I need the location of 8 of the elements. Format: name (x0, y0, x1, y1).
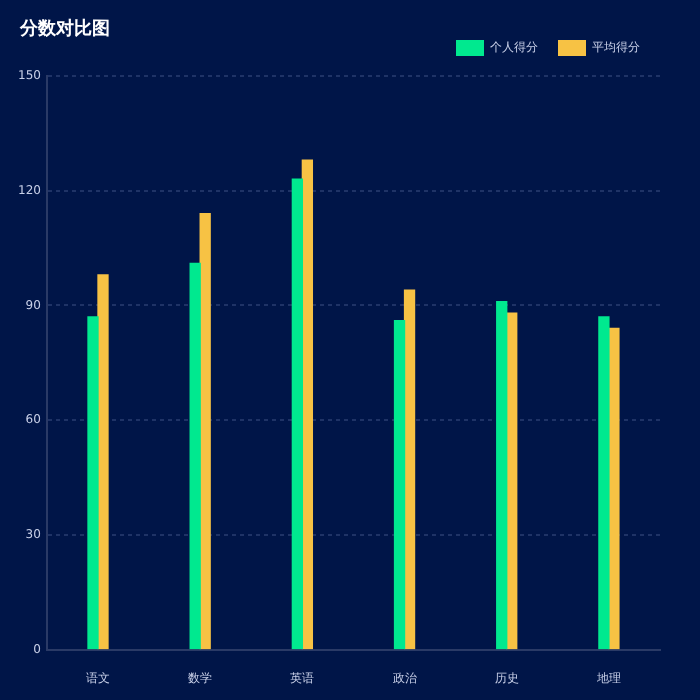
bar (291, 178, 304, 650)
bar (189, 262, 201, 650)
bar (97, 274, 109, 650)
bar (393, 320, 406, 650)
chart-title: 分数对比图 (20, 16, 110, 42)
bar (87, 316, 99, 650)
bar (598, 316, 610, 650)
bar (496, 300, 508, 650)
